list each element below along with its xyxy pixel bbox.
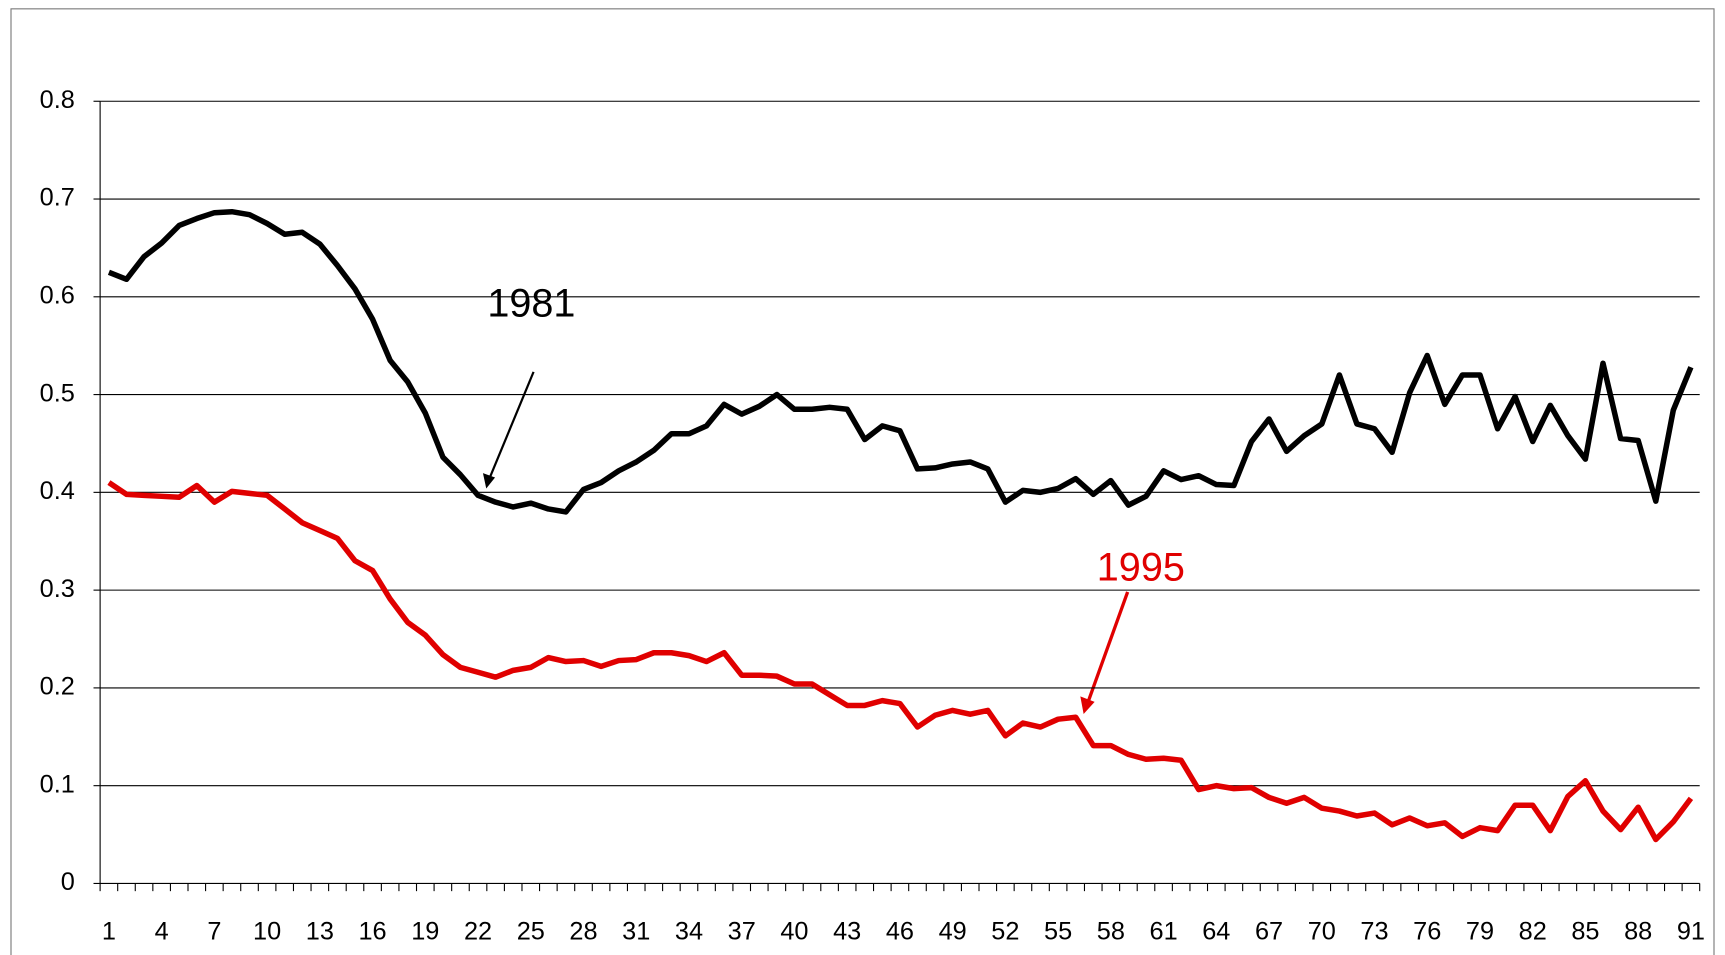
series-line — [107, 480, 1694, 843]
y-tick-label: 0.7 — [40, 184, 75, 212]
y-tick-label: 0.8 — [40, 86, 75, 114]
x-tick-label: 79 — [1466, 918, 1494, 946]
x-tick-label: 40 — [780, 918, 808, 946]
x-tick-label: 34 — [675, 918, 703, 946]
y-tick-label: 0 — [61, 868, 75, 896]
y-tick-label: 0.1 — [40, 770, 75, 798]
x-tick-label: 28 — [569, 918, 597, 946]
x-tick-label: 82 — [1519, 918, 1547, 946]
x-tick-label: 22 — [464, 918, 492, 946]
annotation: 1995 — [1097, 545, 1185, 589]
x-tick-label: 13 — [306, 918, 334, 946]
x-tick-label: 16 — [358, 918, 386, 946]
x-tick-label: 46 — [886, 918, 914, 946]
x-tick-label: 37 — [728, 918, 756, 946]
x-tick-label: 64 — [1202, 918, 1230, 946]
y-tick-label: 0.2 — [40, 673, 75, 701]
x-tick-label: 55 — [1044, 918, 1072, 946]
series-line — [107, 208, 1694, 515]
x-tick-label: 67 — [1255, 918, 1283, 946]
y-tick-label: 0.4 — [40, 477, 75, 505]
x-tick-label: 19 — [411, 918, 439, 946]
x-tick-label: 85 — [1571, 918, 1599, 946]
x-tick-label: 25 — [517, 918, 545, 946]
x-tick-label: 58 — [1097, 918, 1125, 946]
y-tick-label: 0.3 — [40, 575, 75, 603]
x-tick-label: 52 — [991, 918, 1019, 946]
annotation-arrow — [487, 371, 535, 482]
x-tick-label: 31 — [622, 918, 650, 946]
arrow-head — [1080, 696, 1095, 715]
x-tick-label: 76 — [1413, 918, 1441, 946]
x-tick-label: 4 — [155, 918, 169, 946]
y-tick-label: 0.6 — [40, 281, 75, 309]
x-tick-label: 88 — [1624, 918, 1652, 946]
chart-border — [10, 8, 1715, 955]
y-tick-label: 0.5 — [40, 379, 75, 407]
x-tick-label: 43 — [833, 918, 861, 946]
arrow-head — [482, 473, 496, 489]
x-tick-label: 91 — [1677, 918, 1705, 946]
x-tick-label: 70 — [1308, 918, 1336, 946]
annotation: 1981 — [487, 281, 575, 325]
x-tick-label: 7 — [207, 918, 221, 946]
annotation-arrow — [1085, 591, 1130, 706]
x-tick-label: 1 — [102, 918, 116, 946]
x-tick-label: 10 — [253, 918, 281, 946]
x-tick-label: 73 — [1360, 918, 1388, 946]
x-tick-label: 49 — [939, 918, 967, 946]
x-tick-label: 61 — [1150, 918, 1178, 946]
